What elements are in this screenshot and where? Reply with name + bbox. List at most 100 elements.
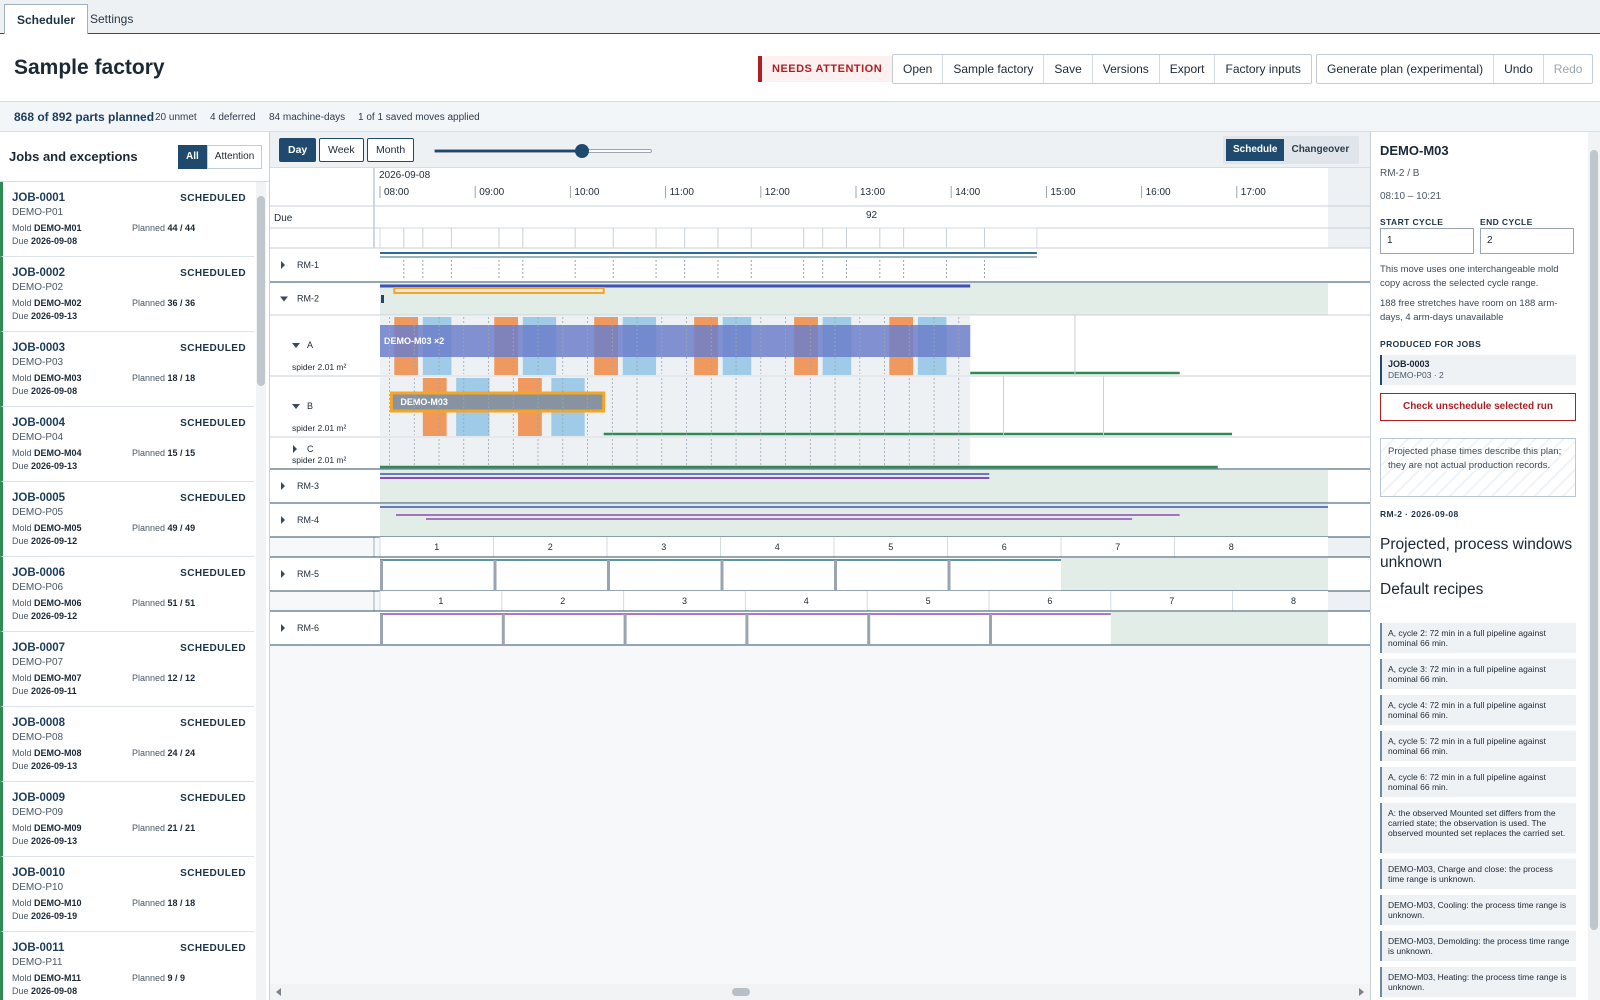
job-product: DEMO-P06: [12, 582, 64, 593]
sample-factory-button[interactable]: Sample factory: [943, 55, 1045, 83]
end-cycle-label: END CYCLE: [1480, 217, 1533, 227]
expand-toggle-icon[interactable]: [281, 482, 285, 490]
job-card[interactable]: JOB-0007 SCHEDULED DEMO-P07 Mold DEMO-M07 Pl…: [0, 632, 254, 707]
undo-button[interactable]: Undo: [1494, 55, 1544, 83]
zoom-slider-fill: [435, 150, 582, 152]
mold-value: DEMO-M04: [34, 448, 82, 458]
job-card[interactable]: JOB-0001 SCHEDULED DEMO-P01 Mold DEMO-M01 Pl…: [0, 182, 254, 257]
arm-collapse-icon[interactable]: [292, 343, 300, 348]
factory-inputs-button[interactable]: Factory inputs: [1225, 62, 1301, 76]
collapse-toggle-icon[interactable]: [280, 296, 288, 302]
produced-job-card[interactable]: JOB-0003 DEMO-P03 · 2: [1380, 355, 1576, 385]
job-id[interactable]: JOB-0010: [12, 867, 66, 879]
expand-toggle-icon[interactable]: [281, 516, 285, 524]
job-id[interactable]: JOB-0005: [12, 492, 66, 504]
job-planned: Planned 9 / 9: [132, 973, 185, 983]
expand-toggle-icon[interactable]: [281, 261, 285, 269]
job-id[interactable]: JOB-0009: [12, 792, 66, 804]
job-id[interactable]: JOB-0004: [12, 417, 66, 429]
job-planned: Planned 15 / 15: [132, 448, 195, 458]
machine-label: RM-1: [297, 260, 319, 270]
zoom-week-button[interactable]: Week: [319, 138, 364, 162]
versions-button[interactable]: Versions: [1093, 55, 1160, 83]
save-button[interactable]: Save: [1044, 55, 1093, 83]
schedule-scroll-thumb[interactable]: [732, 988, 750, 996]
zoom-month-button[interactable]: Month: [367, 138, 415, 162]
planned-value: 12 / 12: [167, 673, 196, 683]
zoom-day-button[interactable]: Day: [279, 138, 317, 162]
projection-note: Projected phase times describe this plan…: [1380, 438, 1576, 497]
gantt-chart[interactable]: 2026-09-08 08:00 09:00 10:00 11:00 12:00 13:00…: [270, 168, 1370, 984]
cycle-start-marker: [380, 614, 383, 644]
message-card[interactable]: DEMO-M03, Demolding: the process time ra…: [1380, 931, 1576, 961]
job-id[interactable]: JOB-0002: [12, 267, 66, 279]
start-cycle-input[interactable]: 1: [1380, 228, 1474, 254]
expand-toggle-icon[interactable]: [281, 570, 285, 578]
selected-run-outline[interactable]: [393, 287, 605, 294]
job-id[interactable]: JOB-0003: [12, 342, 66, 354]
message-card[interactable]: A: the observed Mounted set differs from…: [1380, 803, 1576, 853]
due-value: 2026-09-13: [31, 311, 78, 321]
view-schedule-button[interactable]: Schedule: [1226, 139, 1285, 161]
job-id[interactable]: JOB-0011: [12, 942, 65, 954]
zoom-slider-handle[interactable]: [574, 144, 589, 158]
scroll-right-icon[interactable]: [1359, 988, 1364, 996]
jobs-scroll-thumb[interactable]: [257, 196, 265, 386]
job-card[interactable]: JOB-0010 SCHEDULED DEMO-P10 Mold DEMO-M10 Pl…: [0, 857, 254, 932]
tab-settings[interactable]: Settings: [90, 12, 134, 26]
message-card[interactable]: A, cycle 2: 72 min in a full pipeline ag…: [1380, 623, 1576, 653]
message-card[interactable]: DEMO-M03, Charge and close: the process …: [1380, 859, 1576, 889]
job-card[interactable]: JOB-0003 SCHEDULED DEMO-P03 Mold DEMO-M03 Pl…: [0, 332, 254, 407]
job-card[interactable]: JOB-0011 SCHEDULED DEMO-P11 Mold DEMO-M11 Pl…: [0, 932, 254, 1000]
detail-scrollbar[interactable]: [1588, 132, 1600, 1000]
job-planned: Planned 12 / 12: [132, 673, 195, 683]
redo-button[interactable]: Redo: [1553, 62, 1583, 76]
job-card[interactable]: JOB-0005 SCHEDULED DEMO-P05 Mold DEMO-M05 Pl…: [0, 482, 254, 557]
generate-plan-button[interactable]: Generate plan (experimental): [1317, 55, 1495, 83]
due-row-label: Due: [274, 213, 293, 224]
job-card[interactable]: JOB-0006 SCHEDULED DEMO-P06 Mold DEMO-M06 Pl…: [0, 557, 254, 632]
message-card[interactable]: A, cycle 6: 72 min in a full pipeline ag…: [1380, 767, 1576, 797]
job-card[interactable]: JOB-0009 SCHEDULED DEMO-P09 Mold DEMO-M09 Pl…: [0, 782, 254, 857]
default-recipes-heading: Default recipes: [1380, 581, 1484, 598]
job-id[interactable]: JOB-0008: [12, 717, 66, 729]
export-button[interactable]: Export: [1160, 55, 1216, 83]
message-card[interactable]: DEMO-M03, Cooling: the process time rang…: [1380, 895, 1576, 925]
job-card[interactable]: JOB-0004 SCHEDULED DEMO-P04 Mold DEMO-M04 Pl…: [0, 407, 254, 482]
check-unschedule-button[interactable]: Check unschedule selected run: [1380, 393, 1576, 421]
job-card[interactable]: JOB-0002 SCHEDULED DEMO-P02 Mold DEMO-M02 Pl…: [0, 257, 254, 332]
jobs-scrollbar[interactable]: [256, 182, 266, 1000]
job-mold: Mold DEMO-M06: [12, 598, 82, 608]
job-id[interactable]: JOB-0006: [12, 567, 66, 579]
tab-scheduler[interactable]: Scheduler: [4, 4, 89, 35]
schedule-horizontal-scrollbar[interactable]: [270, 984, 1370, 1000]
cycle-strip: [379, 227, 1038, 249]
message-card[interactable]: A, cycle 3: 72 min in a full pipeline ag…: [1380, 659, 1576, 689]
cycle-header-strip: [380, 591, 1328, 611]
cycle-start-marker: [380, 560, 383, 590]
message-card[interactable]: A, cycle 4: 72 min in a full pipeline ag…: [1380, 695, 1576, 725]
arm-expand-icon[interactable]: [293, 445, 297, 453]
job-id[interactable]: JOB-0007: [12, 642, 66, 654]
schedule-toolbar: Day Week Month Schedule Changeover: [270, 132, 1370, 168]
arm-collapse-icon[interactable]: [292, 404, 300, 409]
scroll-left-icon[interactable]: [276, 988, 281, 996]
expand-toggle-icon[interactable]: [281, 624, 285, 632]
zoom-slider[interactable]: [434, 144, 652, 158]
message-card[interactable]: A, cycle 5: 72 min in a full pipeline ag…: [1380, 731, 1576, 761]
end-cycle-input[interactable]: 2: [1480, 228, 1574, 254]
message-card[interactable]: DEMO-M03, Heating: the process time rang…: [1380, 967, 1576, 997]
open-button[interactable]: Open: [893, 55, 944, 83]
arm-label: C: [307, 444, 314, 454]
job-id[interactable]: JOB-0001: [12, 192, 66, 204]
view-changeover-button[interactable]: Changeover: [1291, 144, 1350, 155]
detail-scroll-thumb[interactable]: [1590, 150, 1598, 930]
filter-attention-button[interactable]: Attention: [206, 145, 263, 169]
hour-tick-label: 14:00: [955, 187, 980, 198]
saved-moves-status: 1 of 1 saved moves applied: [358, 112, 480, 123]
selected-mold-block[interactable]: [389, 391, 606, 413]
job-card[interactable]: JOB-0008 SCHEDULED DEMO-P08 Mold DEMO-M08 Pl…: [0, 707, 254, 782]
arm-a-mold-block[interactable]: [380, 325, 971, 357]
mold-value: DEMO-M11: [34, 973, 82, 983]
filter-all-button[interactable]: All: [178, 145, 207, 169]
